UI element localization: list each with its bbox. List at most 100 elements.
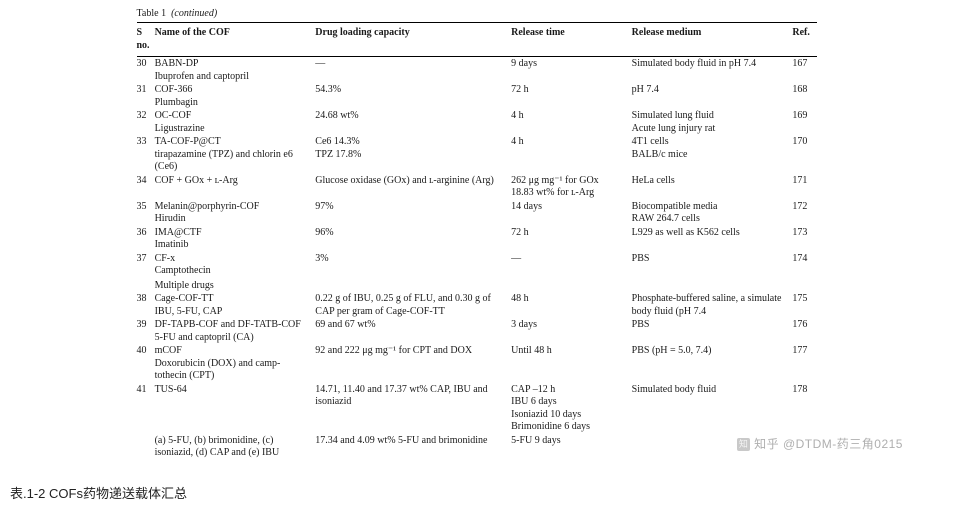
cell-medium: PBS bbox=[632, 252, 793, 278]
cell-name: CF-xCamptothecin bbox=[155, 252, 316, 278]
col-release: Release time bbox=[511, 23, 632, 57]
cell-ref: 172 bbox=[792, 200, 816, 226]
cell-sno: 39 bbox=[137, 318, 155, 344]
cell-ref: 167 bbox=[792, 57, 816, 84]
section-row: Multiple drugs bbox=[137, 278, 817, 293]
cell-sno: 38 bbox=[137, 292, 155, 318]
cell-medium: HeLa cells bbox=[632, 174, 793, 200]
section-label: Multiple drugs bbox=[155, 278, 817, 293]
cell-name: COF + GOx + ʟ-Arg bbox=[155, 174, 316, 200]
table-row: (a) 5-FU, (b) brimonidine, (c) isoniazid… bbox=[137, 434, 817, 460]
col-name: Name of the COF bbox=[155, 23, 316, 57]
cell-release: 72 h bbox=[511, 83, 632, 109]
col-medium: Release medium bbox=[632, 23, 793, 57]
table-row: 37CF-xCamptothecin3%—PBS174 bbox=[137, 252, 817, 278]
cell-medium: Biocompatible media RAW 264.7 cells bbox=[632, 200, 793, 226]
cell-sno: 30 bbox=[137, 57, 155, 84]
header-row: S no. Name of the COF Drug loading capac… bbox=[137, 23, 817, 57]
col-ref: Ref. bbox=[792, 23, 816, 57]
cell-name: OC-COFLigustrazine bbox=[155, 109, 316, 135]
cell-medium: pH 7.4 bbox=[632, 83, 793, 109]
cell-sno: 37 bbox=[137, 252, 155, 278]
cell-medium: Simulated lung fluid Acute lung injury r… bbox=[632, 109, 793, 135]
figure-caption: 表.1-2 COFs药物递送载体汇总 bbox=[10, 483, 187, 502]
cell-release: 4 h bbox=[511, 109, 632, 135]
cell-name: TUS-64 bbox=[155, 383, 316, 434]
cell-loading: Glucose oxidase (GOx) and ʟ-arginine (Ar… bbox=[315, 174, 511, 200]
cell-loading: 92 and 222 μg mg⁻¹ for CPT and DOX bbox=[315, 344, 511, 383]
cell-sno bbox=[137, 434, 155, 460]
cell-release: 14 days bbox=[511, 200, 632, 226]
cell-loading: 24.68 wt% bbox=[315, 109, 511, 135]
cell-name: Melanin@porphyrin-COFHirudin bbox=[155, 200, 316, 226]
cell-release: CAP –12 h IBU 6 days Isoniazid 10 days B… bbox=[511, 383, 632, 434]
cell-medium: Simulated body fluid in pH 7.4 bbox=[632, 57, 793, 84]
cell-name: TA-COF-P@CTtirapazamine (TPZ) and chlori… bbox=[155, 135, 316, 174]
table-row: 33TA-COF-P@CTtirapazamine (TPZ) and chlo… bbox=[137, 135, 817, 174]
table-row: 30BABN-DPIbuprofen and captopril—9 daysS… bbox=[137, 57, 817, 84]
table-row: 41TUS-6414.71, 11.40 and 17.37 wt% CAP, … bbox=[137, 383, 817, 434]
cell-medium: L929 as well as K562 cells bbox=[632, 226, 793, 252]
cell-loading: Ce6 14.3% TPZ 17.8% bbox=[315, 135, 511, 174]
cell-sno: 32 bbox=[137, 109, 155, 135]
cell-sno: 35 bbox=[137, 200, 155, 226]
cell-name: DF-TAPB-COF and DF-TATB-COF5-FU and capt… bbox=[155, 318, 316, 344]
cell-ref: 174 bbox=[792, 252, 816, 278]
cell-name: BABN-DPIbuprofen and captopril bbox=[155, 57, 316, 84]
zhihu-label: 知乎 bbox=[754, 437, 779, 451]
cell-sno: 36 bbox=[137, 226, 155, 252]
cell-ref: 168 bbox=[792, 83, 816, 109]
cell-loading: 96% bbox=[315, 226, 511, 252]
table-header: Table 1 (continued) bbox=[137, 8, 817, 22]
cell-medium: Phosphate-buffered saline, a simulate bo… bbox=[632, 292, 793, 318]
cell-loading: 97% bbox=[315, 200, 511, 226]
cell-name: COF-366Plumbagin bbox=[155, 83, 316, 109]
cell-name: (a) 5-FU, (b) brimonidine, (c) isoniazid… bbox=[155, 434, 316, 460]
cell-loading: 54.3% bbox=[315, 83, 511, 109]
table-label: Table 1 bbox=[137, 8, 167, 19]
cell-release: 9 days bbox=[511, 57, 632, 84]
continued-label: (continued) bbox=[171, 8, 217, 19]
cell-name: mCOFDoxorubicin (DOX) and camp-tothecin … bbox=[155, 344, 316, 383]
col-loading: Drug loading capacity bbox=[315, 23, 511, 57]
watermark-text: @DTDM-药三角0215 bbox=[783, 437, 903, 451]
cell-release: 72 h bbox=[511, 226, 632, 252]
cell-ref: 171 bbox=[792, 174, 816, 200]
table-row: 31COF-366Plumbagin54.3%72 hpH 7.4168 bbox=[137, 83, 817, 109]
cell-release: Until 48 h bbox=[511, 344, 632, 383]
table-row: 32OC-COFLigustrazine24.68 wt%4 hSimulate… bbox=[137, 109, 817, 135]
cell-loading: — bbox=[315, 57, 511, 84]
cell-release: — bbox=[511, 252, 632, 278]
table-row: 39DF-TAPB-COF and DF-TATB-COF5-FU and ca… bbox=[137, 318, 817, 344]
table-row: 40mCOFDoxorubicin (DOX) and camp-totheci… bbox=[137, 344, 817, 383]
table-container: Table 1 (continued) S no. Name of the CO… bbox=[137, 8, 817, 460]
cell-loading: 69 and 67 wt% bbox=[315, 318, 511, 344]
cell-ref: 178 bbox=[792, 383, 816, 434]
cell-release: 3 days bbox=[511, 318, 632, 344]
col-sno: S no. bbox=[137, 23, 155, 57]
cell-loading: 3% bbox=[315, 252, 511, 278]
cell-ref: 177 bbox=[792, 344, 816, 383]
cell-ref: 176 bbox=[792, 318, 816, 344]
cell-name: IMA@CTFImatinib bbox=[155, 226, 316, 252]
section-body: Multiple drugs bbox=[137, 278, 817, 293]
cell-sno: 31 bbox=[137, 83, 155, 109]
cell-release: 4 h bbox=[511, 135, 632, 174]
cell-sno: 33 bbox=[137, 135, 155, 174]
watermark: 知知乎 @DTDM-药三角0215 bbox=[737, 435, 903, 452]
cell-sno: 34 bbox=[137, 174, 155, 200]
cell-ref: 173 bbox=[792, 226, 816, 252]
cell-medium: PBS (pH = 5.0, 7.4) bbox=[632, 344, 793, 383]
cell-medium: PBS bbox=[632, 318, 793, 344]
table-row: 36IMA@CTFImatinib96%72 hL929 as well as … bbox=[137, 226, 817, 252]
cell-loading: 0.22 g of IBU, 0.25 g of FLU, and 0.30 g… bbox=[315, 292, 511, 318]
table-row: 35Melanin@porphyrin-COFHirudin97%14 days… bbox=[137, 200, 817, 226]
cell-release: 48 h bbox=[511, 292, 632, 318]
table-row: 34COF + GOx + ʟ-ArgGlucose oxidase (GOx)… bbox=[137, 174, 817, 200]
table-body-2: 38Cage-COF-TTIBU, 5-FU, CAP0.22 g of IBU… bbox=[137, 292, 817, 460]
cell-medium: Simulated body fluid bbox=[632, 383, 793, 434]
table-body-1: 30BABN-DPIbuprofen and captopril—9 daysS… bbox=[137, 57, 817, 278]
table-row: 38Cage-COF-TTIBU, 5-FU, CAP0.22 g of IBU… bbox=[137, 292, 817, 318]
cell-release: 262 μg mg⁻¹ for GOx 18.83 wt% for ʟ-Arg bbox=[511, 174, 632, 200]
cell-sno: 41 bbox=[137, 383, 155, 434]
